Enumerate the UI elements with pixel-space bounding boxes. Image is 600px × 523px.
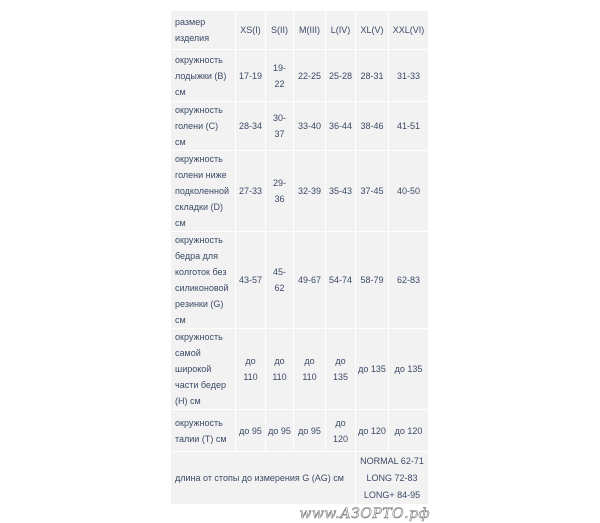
cell: 58-79 bbox=[355, 231, 389, 329]
row-label: окружность талии (T) см bbox=[170, 409, 236, 452]
cell: до 120 bbox=[325, 409, 356, 452]
length-option: NORMAL 62-71 bbox=[360, 455, 424, 466]
size-header: S(II) bbox=[265, 10, 294, 50]
cell: 45-62 bbox=[265, 231, 294, 329]
watermark: www.АЗОРТО.рф bbox=[299, 506, 430, 523]
cell: до 135 bbox=[325, 328, 356, 410]
cell: до 95 bbox=[293, 409, 326, 452]
cell: 22-25 bbox=[293, 49, 326, 102]
size-chart-table: размер изделия XS(I) S(II) M(III) L(IV) … bbox=[170, 10, 429, 505]
cell: до 110 bbox=[293, 328, 326, 410]
cell: до 135 bbox=[388, 328, 429, 410]
cell: 37-45 bbox=[355, 150, 389, 232]
row-label: окружность голени (C) см bbox=[170, 101, 236, 151]
table-row: окружность голени (C) см 28-34 30-37 33-… bbox=[170, 101, 429, 151]
length-option: LONG 72-83 bbox=[366, 472, 418, 483]
size-header: L(IV) bbox=[325, 10, 356, 50]
cell: 43-57 bbox=[235, 231, 266, 329]
size-header: XS(I) bbox=[235, 10, 266, 50]
table-row: окружность самой широкой части бедер (H)… bbox=[170, 328, 429, 410]
length-options: NORMAL 62-71 LONG 72-83 LONG+ 84-95 bbox=[355, 451, 429, 505]
table-row: окружность бедра для колготок без силико… bbox=[170, 231, 429, 329]
size-header: XL(V) bbox=[355, 10, 389, 50]
cell: 33-40 bbox=[293, 101, 326, 151]
cell: 41-51 bbox=[388, 101, 429, 151]
cell: 36-44 bbox=[325, 101, 356, 151]
table-row: окружность голени ниже подколенной склад… bbox=[170, 150, 429, 232]
cell: 30-37 bbox=[265, 101, 294, 151]
header-row: размер изделия XS(I) S(II) M(III) L(IV) … bbox=[170, 10, 429, 50]
cell: 27-33 bbox=[235, 150, 266, 232]
cell: до 110 bbox=[235, 328, 266, 410]
cell: 31-33 bbox=[388, 49, 429, 102]
row-label: окружность голени ниже подколенной склад… bbox=[170, 150, 236, 232]
size-header: M(III) bbox=[293, 10, 326, 50]
length-option: LONG+ 84-95 bbox=[363, 489, 421, 500]
cell: 19-22 bbox=[265, 49, 294, 102]
cell: 35-43 bbox=[325, 150, 356, 232]
row-label: окружность бедра для колготок без силико… bbox=[170, 231, 236, 329]
cell: 28-31 bbox=[355, 49, 389, 102]
cell: 32-39 bbox=[293, 150, 326, 232]
cell: до 95 bbox=[235, 409, 266, 452]
cell: до 135 bbox=[355, 328, 389, 410]
length-row: длина от стопы до измерения G (AG) см NO… bbox=[170, 451, 429, 505]
row-label: окружность самой широкой части бедер (H)… bbox=[170, 328, 236, 410]
cell: до 110 bbox=[265, 328, 294, 410]
cell: 29-36 bbox=[265, 150, 294, 232]
cell: до 120 bbox=[388, 409, 429, 452]
length-label: длина от стопы до измерения G (AG) см bbox=[170, 451, 356, 505]
cell: до 95 bbox=[265, 409, 294, 452]
content: размер изделия XS(I) S(II) M(III) L(IV) … bbox=[170, 10, 430, 523]
cell: 17-19 bbox=[235, 49, 266, 102]
header-label: размер изделия bbox=[170, 10, 236, 50]
cell: 28-34 bbox=[235, 101, 266, 151]
table-row: окружность талии (T) см до 95 до 95 до 9… bbox=[170, 409, 429, 452]
cell: 25-28 bbox=[325, 49, 356, 102]
cell: 40-50 bbox=[388, 150, 429, 232]
size-header: XXL(VI) bbox=[388, 10, 429, 50]
table-row: окружность лодыжки (B) см 17-19 19-22 22… bbox=[170, 49, 429, 102]
row-label: окружность лодыжки (B) см bbox=[170, 49, 236, 102]
cell: 38-46 bbox=[355, 101, 389, 151]
cell: 49-67 bbox=[293, 231, 326, 329]
cell: 54-74 bbox=[325, 231, 356, 329]
cell: 62-83 bbox=[388, 231, 429, 329]
cell: до 120 bbox=[355, 409, 389, 452]
